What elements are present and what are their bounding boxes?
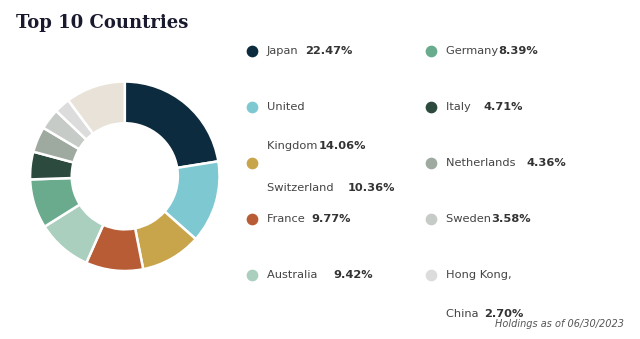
Text: 14.06%: 14.06% — [319, 141, 367, 151]
Text: Sweden: Sweden — [446, 214, 499, 224]
Text: 8.39%: 8.39% — [498, 46, 538, 56]
Text: Australia: Australia — [267, 270, 324, 280]
Wedge shape — [135, 212, 196, 269]
Text: 3.58%: 3.58% — [491, 214, 531, 224]
Wedge shape — [86, 225, 143, 271]
Point — [426, 48, 436, 54]
Point — [246, 48, 257, 54]
Text: Italy: Italy — [446, 102, 478, 112]
Text: 4.71%: 4.71% — [484, 102, 524, 112]
Text: Hong Kong,: Hong Kong, — [446, 270, 512, 280]
Point — [246, 104, 257, 109]
Point — [426, 160, 436, 165]
Wedge shape — [30, 152, 74, 179]
Text: 10.36%: 10.36% — [348, 183, 396, 193]
Wedge shape — [125, 82, 218, 168]
Text: Holdings as of 06/30/2023: Holdings as of 06/30/2023 — [495, 319, 624, 329]
Text: 2.70%: 2.70% — [484, 308, 524, 319]
Point — [426, 216, 436, 221]
Wedge shape — [45, 204, 103, 263]
Text: Netherlands: Netherlands — [446, 158, 523, 168]
Text: 22.47%: 22.47% — [305, 46, 352, 56]
Point — [246, 160, 257, 165]
Point — [426, 104, 436, 109]
Text: Top 10 Countries: Top 10 Countries — [16, 14, 188, 32]
Point — [246, 216, 257, 221]
Wedge shape — [44, 111, 86, 149]
Text: Japan: Japan — [267, 46, 306, 56]
Wedge shape — [68, 82, 125, 134]
Text: United: United — [267, 102, 305, 112]
Text: Switzerland: Switzerland — [267, 183, 340, 193]
Wedge shape — [30, 178, 80, 227]
Wedge shape — [33, 128, 79, 162]
Text: Kingdom: Kingdom — [267, 141, 324, 151]
Wedge shape — [164, 161, 220, 239]
Text: France: France — [267, 214, 312, 224]
Text: 4.36%: 4.36% — [527, 158, 566, 168]
Text: 9.42%: 9.42% — [333, 270, 373, 280]
Text: 9.77%: 9.77% — [312, 214, 351, 224]
Point — [426, 272, 436, 277]
Wedge shape — [56, 100, 93, 140]
Text: Germany: Germany — [446, 46, 506, 56]
Text: China: China — [446, 308, 486, 319]
Point — [246, 272, 257, 277]
